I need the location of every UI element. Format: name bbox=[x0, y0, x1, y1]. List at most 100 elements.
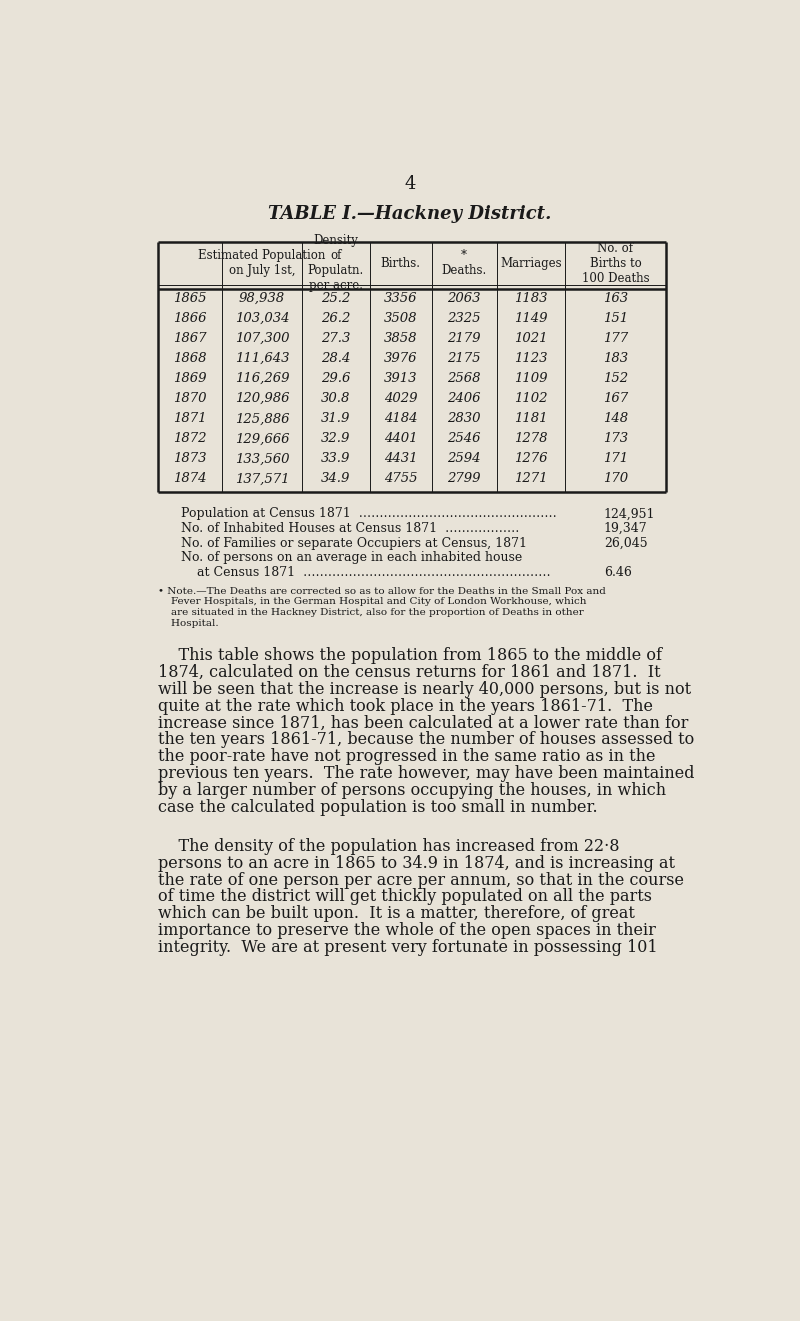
Text: 25.2: 25.2 bbox=[321, 292, 350, 305]
Text: quite at the rate which took place in the years 1861-71.  The: quite at the rate which took place in th… bbox=[158, 697, 653, 715]
Text: 173: 173 bbox=[603, 432, 628, 445]
Text: 107,300: 107,300 bbox=[234, 332, 290, 345]
Text: 1866: 1866 bbox=[174, 312, 207, 325]
Text: 98,938: 98,938 bbox=[239, 292, 285, 305]
Text: 30.8: 30.8 bbox=[321, 392, 350, 406]
Text: 137,571: 137,571 bbox=[234, 473, 290, 485]
Text: 4401: 4401 bbox=[384, 432, 418, 445]
Text: increase since 1871, has been calculated at a lower rate than for: increase since 1871, has been calculated… bbox=[158, 715, 689, 732]
Text: 27.3: 27.3 bbox=[321, 332, 350, 345]
Text: 1873: 1873 bbox=[174, 452, 207, 465]
Text: No. of Inhabited Houses at Census 1871  ………………: No. of Inhabited Houses at Census 1871 …… bbox=[182, 522, 520, 535]
Text: 33.9: 33.9 bbox=[321, 452, 350, 465]
Text: 3976: 3976 bbox=[384, 353, 418, 365]
Text: 4184: 4184 bbox=[384, 412, 418, 425]
Text: 3858: 3858 bbox=[384, 332, 418, 345]
Text: 2179: 2179 bbox=[447, 332, 481, 345]
Text: 1021: 1021 bbox=[514, 332, 548, 345]
Text: 3913: 3913 bbox=[384, 373, 418, 386]
Text: 3356: 3356 bbox=[384, 292, 418, 305]
Text: 103,034: 103,034 bbox=[234, 312, 290, 325]
Text: 167: 167 bbox=[603, 392, 628, 406]
Text: case the calculated population is too small in number.: case the calculated population is too sm… bbox=[158, 799, 598, 816]
Text: 29.6: 29.6 bbox=[321, 373, 350, 386]
Text: by a larger number of persons occupying the houses, in which: by a larger number of persons occupying … bbox=[158, 782, 666, 799]
Text: 34.9: 34.9 bbox=[321, 473, 350, 485]
Text: importance to preserve the whole of the open spaces in their: importance to preserve the whole of the … bbox=[158, 922, 656, 939]
Text: 2546: 2546 bbox=[447, 432, 481, 445]
Text: 19,347: 19,347 bbox=[604, 522, 647, 535]
Text: 125,886: 125,886 bbox=[234, 412, 290, 425]
Text: • Note.—The Deaths are corrected so as to allow for the Deaths in the Small Pox : • Note.—The Deaths are corrected so as t… bbox=[158, 587, 606, 596]
Text: the rate of one person per acre per annum, so that in the course: the rate of one person per acre per annu… bbox=[158, 872, 684, 889]
Text: 1123: 1123 bbox=[514, 353, 548, 365]
Text: 2063: 2063 bbox=[447, 292, 481, 305]
Text: 2406: 2406 bbox=[447, 392, 481, 406]
Text: No. of Families or separate Occupiers at Census, 1871: No. of Families or separate Occupiers at… bbox=[182, 536, 527, 550]
Text: 1869: 1869 bbox=[174, 373, 207, 386]
Text: the poor-rate have not progressed in the same ratio as in the: the poor-rate have not progressed in the… bbox=[158, 748, 656, 765]
Text: 163: 163 bbox=[603, 292, 628, 305]
Text: will be seen that the increase is nearly 40,000 persons, but is not: will be seen that the increase is nearly… bbox=[158, 680, 691, 697]
Text: No. of persons on an average in each inhabited house: No. of persons on an average in each inh… bbox=[182, 551, 522, 564]
Text: 3508: 3508 bbox=[384, 312, 418, 325]
Text: 183: 183 bbox=[603, 353, 628, 365]
Text: of time the district will get thickly populated on all the parts: of time the district will get thickly po… bbox=[158, 889, 652, 905]
Text: 26,045: 26,045 bbox=[604, 536, 647, 550]
Text: 152: 152 bbox=[603, 373, 628, 386]
Text: 170: 170 bbox=[603, 473, 628, 485]
Text: 4431: 4431 bbox=[384, 452, 418, 465]
Text: 2568: 2568 bbox=[447, 373, 481, 386]
Text: Hospital.: Hospital. bbox=[158, 620, 218, 627]
Text: 1149: 1149 bbox=[514, 312, 548, 325]
Text: 26.2: 26.2 bbox=[321, 312, 350, 325]
Text: which can be built upon.  It is a matter, therefore, of great: which can be built upon. It is a matter,… bbox=[158, 905, 635, 922]
Text: 1868: 1868 bbox=[174, 353, 207, 365]
Text: 1278: 1278 bbox=[514, 432, 548, 445]
Text: persons to an acre in 1865 to 34.9 in 1874, and is increasing at: persons to an acre in 1865 to 34.9 in 18… bbox=[158, 855, 675, 872]
Text: 32.9: 32.9 bbox=[321, 432, 350, 445]
Text: Estimated Population
on July 1st,: Estimated Population on July 1st, bbox=[198, 250, 326, 277]
Text: 1276: 1276 bbox=[514, 452, 548, 465]
Text: No. of
Births to
100 Deaths: No. of Births to 100 Deaths bbox=[582, 242, 649, 285]
Text: 120,986: 120,986 bbox=[234, 392, 290, 406]
Text: the ten years 1861-71, because the number of houses assessed to: the ten years 1861-71, because the numbe… bbox=[158, 732, 694, 749]
Text: 31.9: 31.9 bbox=[321, 412, 350, 425]
Text: 1874, calculated on the census returns for 1861 and 1871.  It: 1874, calculated on the census returns f… bbox=[158, 663, 661, 680]
Text: 171: 171 bbox=[603, 452, 628, 465]
Text: 1874: 1874 bbox=[174, 473, 207, 485]
Text: are situated in the Hackney District, also for the proportion of Deaths in other: are situated in the Hackney District, al… bbox=[158, 608, 584, 617]
Text: integrity.  We are at present very fortunate in possessing 101: integrity. We are at present very fortun… bbox=[158, 939, 658, 956]
Text: 1181: 1181 bbox=[514, 412, 548, 425]
Text: 177: 177 bbox=[603, 332, 628, 345]
Text: 116,269: 116,269 bbox=[234, 373, 290, 386]
Text: 1865: 1865 bbox=[174, 292, 207, 305]
Text: 28.4: 28.4 bbox=[321, 353, 350, 365]
Text: 4: 4 bbox=[404, 176, 416, 193]
Text: 1109: 1109 bbox=[514, 373, 548, 386]
Text: 1870: 1870 bbox=[174, 392, 207, 406]
Text: 111,643: 111,643 bbox=[234, 353, 290, 365]
Text: 1872: 1872 bbox=[174, 432, 207, 445]
Text: 2830: 2830 bbox=[447, 412, 481, 425]
Text: This table shows the population from 1865 to the middle of: This table shows the population from 186… bbox=[158, 647, 662, 663]
Text: Births.: Births. bbox=[381, 256, 421, 269]
Text: 2325: 2325 bbox=[447, 312, 481, 325]
Text: 129,666: 129,666 bbox=[234, 432, 290, 445]
Text: The density of the population has increased from 22·8: The density of the population has increa… bbox=[158, 838, 620, 855]
Text: 4755: 4755 bbox=[384, 473, 418, 485]
Text: 2175: 2175 bbox=[447, 353, 481, 365]
Text: Population at Census 1871  …………………………………………: Population at Census 1871 ……………………………………… bbox=[182, 507, 557, 520]
Text: 133,560: 133,560 bbox=[234, 452, 290, 465]
Text: 4029: 4029 bbox=[384, 392, 418, 406]
Text: 1867: 1867 bbox=[174, 332, 207, 345]
Text: previous ten years.  The rate however, may have been maintained: previous ten years. The rate however, ma… bbox=[158, 765, 694, 782]
Text: 6.46: 6.46 bbox=[604, 565, 632, 579]
Text: Density
of
Populatn.
per acre.: Density of Populatn. per acre. bbox=[307, 234, 364, 292]
Text: *
Deaths.: * Deaths. bbox=[442, 250, 487, 277]
Text: 1183: 1183 bbox=[514, 292, 548, 305]
Text: 1871: 1871 bbox=[174, 412, 207, 425]
Text: 1271: 1271 bbox=[514, 473, 548, 485]
Text: 2594: 2594 bbox=[447, 452, 481, 465]
Text: 151: 151 bbox=[603, 312, 628, 325]
